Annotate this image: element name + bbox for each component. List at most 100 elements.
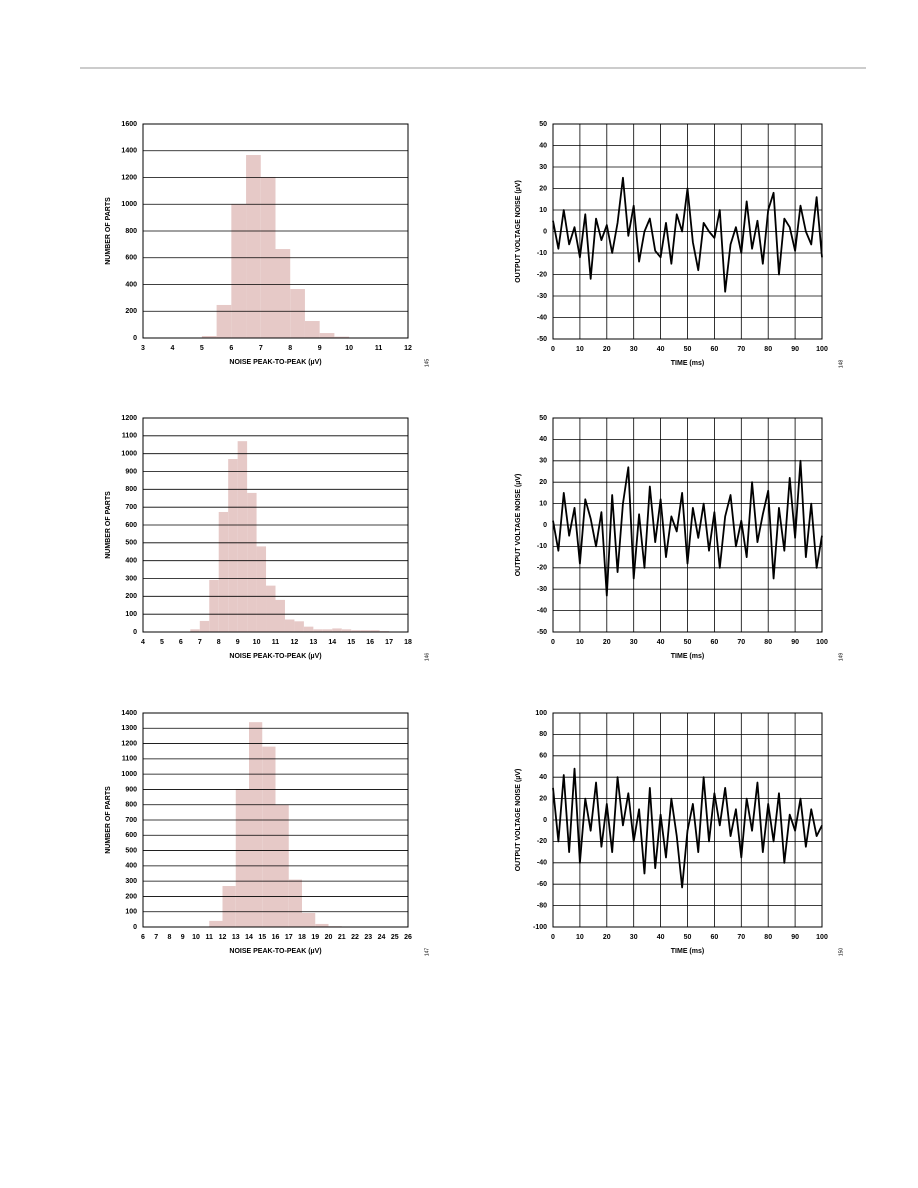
x-tick-label: 8 (168, 934, 172, 941)
x-tick-label: 16 (366, 639, 374, 646)
y-tick-label: -50 (537, 629, 547, 636)
x-tick-label: 18 (298, 934, 306, 941)
figure-code: 147 (424, 948, 430, 957)
bar (256, 546, 267, 632)
bar (231, 203, 247, 338)
bar (235, 789, 249, 927)
y-tick-label: 200 (125, 593, 137, 600)
x-tick-label: 20 (603, 934, 611, 941)
x-tick-label: 7 (259, 345, 263, 352)
x-tick-label: 50 (684, 639, 692, 646)
y-tick-label: -20 (537, 565, 547, 572)
y-tick-label: -20 (537, 838, 547, 845)
x-tick-label: 0 (551, 639, 555, 646)
x-tick-label: 11 (206, 934, 214, 941)
y-tick-label: -50 (537, 336, 547, 343)
x-tick-label: 60 (711, 934, 719, 941)
noise-line (552, 176, 823, 293)
bar (228, 459, 238, 632)
x-axis-title: NOISE PEAK-TO-PEAK (µV) (229, 359, 321, 366)
bar (332, 628, 342, 632)
y-tick-label: 500 (125, 540, 137, 547)
bar (304, 321, 320, 338)
x-tick-label: 70 (737, 934, 745, 941)
x-tick-label: 7 (198, 639, 202, 646)
y-tick-label: 700 (125, 817, 137, 824)
x-axis-title: NOISE PEAK-TO-PEAK (µV) (229, 653, 321, 660)
y-tick-label: 300 (125, 575, 137, 582)
y-tick-label: 1600 (121, 121, 137, 128)
x-tick-label: 90 (791, 639, 799, 646)
y-tick-label: 900 (125, 786, 137, 793)
y-tick-label: 30 (539, 164, 547, 171)
y-tick-label: 1000 (121, 201, 137, 208)
x-tick-label: 50 (684, 346, 692, 353)
x-tick-label: 80 (764, 346, 772, 353)
x-tick-label: 10 (576, 346, 584, 353)
y-axis-title: NUMBER OF PARTS (105, 786, 112, 854)
y-axis-title: NUMBER OF PARTS (105, 491, 112, 559)
x-tick-label: 40 (657, 639, 665, 646)
bar (216, 304, 232, 338)
y-axis-title: OUTPUT VOLTAGE NOISE (µV) (515, 180, 522, 283)
y-tick-label: 100 (535, 710, 547, 717)
bar (294, 621, 304, 632)
bar (319, 333, 335, 338)
bar (370, 630, 380, 632)
y-tick-label: 20 (539, 185, 547, 192)
x-tick-label: 23 (364, 934, 372, 941)
y-tick-label: -40 (537, 607, 547, 614)
x-tick-label: 30 (630, 639, 638, 646)
x-tick-label: 16 (272, 934, 280, 941)
x-tick-label: 12 (404, 345, 412, 352)
x-tick-label: 10 (253, 639, 261, 646)
y-tick-label: -30 (537, 293, 547, 300)
y-tick-label: 500 (125, 847, 137, 854)
y-tick-label: 300 (125, 878, 137, 885)
bar (290, 289, 305, 338)
y-tick-label: -30 (537, 586, 547, 593)
figure-code: 148 (838, 360, 844, 369)
y-tick-label: 200 (125, 893, 137, 900)
bar (315, 923, 329, 927)
x-tick-label: 6 (179, 639, 183, 646)
y-tick-label: -60 (537, 881, 547, 888)
y-tick-label: 10 (539, 500, 547, 507)
y-tick-label: 800 (125, 486, 137, 493)
y-axis-title: OUTPUT VOLTAGE NOISE (µV) (515, 769, 522, 872)
y-tick-label: 1100 (122, 433, 137, 440)
y-tick-label: 50 (539, 121, 547, 128)
x-tick-label: 100 (816, 639, 828, 646)
y-axis-title: OUTPUT VOLTAGE NOISE (µV) (515, 474, 522, 577)
bar (275, 249, 291, 338)
x-tick-label: 6 (141, 934, 145, 941)
x-tick-label: 90 (791, 346, 799, 353)
y-tick-label: 600 (125, 522, 137, 529)
bar (237, 441, 248, 632)
x-tick-label: 11 (272, 639, 280, 646)
bar (302, 912, 316, 927)
x-tick-label: 14 (328, 639, 336, 646)
y-tick-label: 20 (539, 479, 547, 486)
y-tick-label: 400 (125, 558, 137, 565)
bar (209, 920, 223, 927)
x-tick-label: 12 (291, 639, 299, 646)
bar (284, 619, 295, 632)
y-tick-label: -40 (537, 860, 547, 867)
x-tick-label: 19 (311, 934, 319, 941)
noise-line (552, 459, 823, 597)
x-tick-label: 80 (764, 639, 772, 646)
x-tick-label: 0 (551, 934, 555, 941)
bar (341, 629, 352, 632)
bar (288, 879, 302, 927)
x-tick-label: 30 (630, 934, 638, 941)
figure-code: 150 (838, 948, 844, 957)
bar (313, 629, 323, 632)
y-tick-label: 700 (125, 504, 137, 511)
y-tick-label: 800 (125, 802, 137, 809)
plot-frame (552, 712, 823, 928)
bar (334, 336, 350, 338)
x-tick-label: 70 (737, 639, 745, 646)
bar (275, 599, 285, 632)
